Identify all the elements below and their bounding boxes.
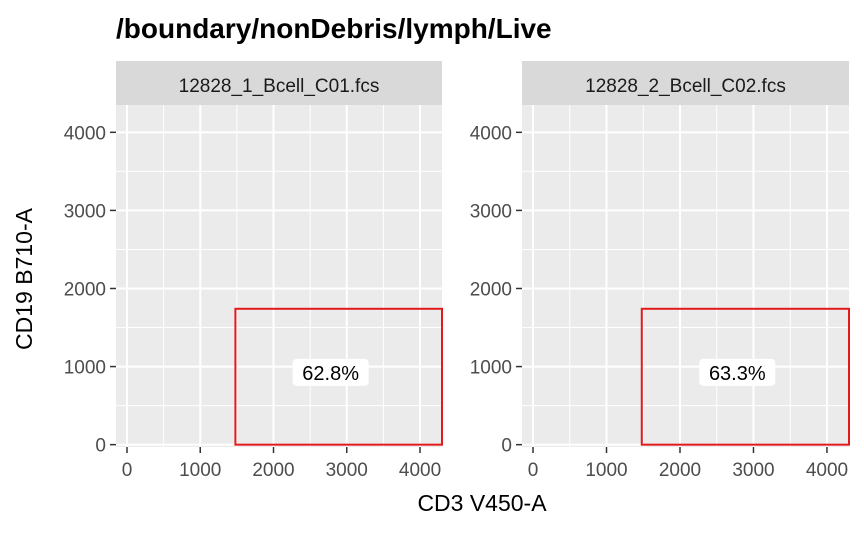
y-tick-label: 1000 bbox=[470, 358, 512, 379]
x-tick-label: 2000 bbox=[252, 460, 294, 481]
x-tick-label: 3000 bbox=[326, 460, 368, 481]
y-tick-label: 1000 bbox=[64, 358, 106, 379]
x-tick-label: 0 bbox=[528, 460, 539, 481]
facet-strip bbox=[116, 61, 442, 105]
facet-panel-2: 12828_2_Bcell_C02.fcs 0 1000 2000 3000 4000 0 1… bbox=[470, 61, 850, 481]
gate-percentage-label: 63.3% bbox=[709, 363, 766, 385]
x-tick-label: 4000 bbox=[399, 460, 441, 481]
panel-background bbox=[522, 105, 849, 447]
facet-strip bbox=[522, 61, 849, 105]
x-tick-label: 4000 bbox=[806, 460, 848, 481]
facet-strip-label: 12828_2_Bcell_C02.fcs bbox=[585, 76, 786, 97]
gate-rectangle[interactable] bbox=[234, 307, 443, 446]
facet-strip-label: 12828_1_Bcell_C01.fcs bbox=[179, 76, 380, 97]
y-tick-label: 2000 bbox=[470, 279, 512, 300]
y-axis-title: CD19 B710-A bbox=[11, 207, 37, 350]
y-tick-label: 3000 bbox=[470, 201, 512, 222]
facet-panel-1: 12828_1_Bcell_C01.fcs 0 1000 2000 3000 4000 0 1… bbox=[64, 61, 443, 481]
gate-label-background bbox=[292, 358, 369, 386]
panel-background bbox=[116, 105, 442, 447]
x-axis-title: CD3 V450-A bbox=[417, 490, 547, 516]
y-tick-label: 4000 bbox=[64, 123, 106, 144]
y-tick-label: 4000 bbox=[470, 123, 512, 144]
y-tick-label: 3000 bbox=[64, 201, 106, 222]
x-tick-label: 2000 bbox=[659, 460, 701, 481]
gate-rectangle[interactable] bbox=[640, 307, 850, 446]
y-tick-label: 0 bbox=[501, 436, 512, 457]
x-tick-label: 1000 bbox=[179, 460, 221, 481]
x-tick-label: 3000 bbox=[732, 460, 774, 481]
gate-label-background bbox=[699, 358, 776, 386]
gate-percentage-label: 62.8% bbox=[302, 363, 359, 385]
x-tick-label: 1000 bbox=[585, 460, 627, 481]
y-tick-label: 2000 bbox=[64, 279, 106, 300]
y-tick-label: 0 bbox=[95, 436, 106, 457]
chart-title: /boundary/nonDebris/lymph/Live bbox=[116, 13, 552, 44]
x-tick-label: 0 bbox=[122, 460, 133, 481]
